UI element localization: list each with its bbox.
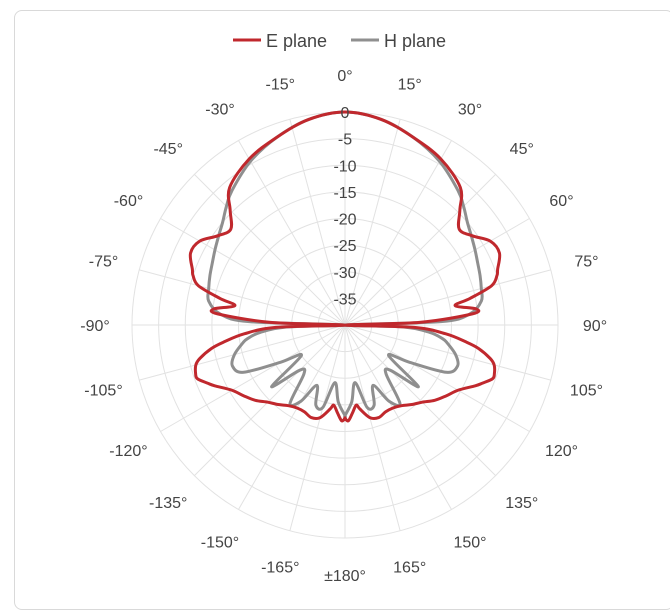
angle-tick-label: -60°: [114, 193, 144, 210]
grid-spoke: [344, 324, 496, 476]
angle-tick-label: ±180°: [324, 568, 366, 585]
grid-spoke: [139, 269, 346, 326]
legend: E plane H plane: [233, 31, 446, 51]
radial-tick-label: 0: [341, 105, 350, 122]
series-line-e-plane[interactable]: [188, 110, 502, 423]
angle-tick-label: 120°: [545, 443, 578, 460]
grid-spoke: [344, 324, 452, 510]
polar-chart: 0° 15° 30° 45° 60° 75° 90° 105° 120° 135° 150° 165°…: [80, 31, 607, 585]
grid-spoke: [344, 119, 401, 326]
angle-tick-label: -90°: [80, 318, 110, 335]
chart-card: [14, 10, 670, 610]
radial-tick-label: -25: [333, 238, 356, 255]
angle-tick-label: -30°: [205, 101, 235, 118]
angle-tick-label: -150°: [201, 535, 239, 552]
angle-tick-label: 90°: [583, 318, 607, 335]
radial-tick-label: -5: [338, 132, 352, 149]
radial-tick-label: -20: [333, 212, 356, 229]
grid-spoke: [344, 174, 496, 326]
grid-spoke: [160, 218, 346, 326]
angle-labels: 0° 15° 30° 45° 60° 75° 90° 105° 120° 135° 150° 165°…: [80, 68, 607, 585]
angle-tick-label: -120°: [109, 443, 147, 460]
grid-spoke: [344, 269, 551, 326]
angle-tick-label: -135°: [149, 495, 187, 512]
grid-spoke: [194, 174, 346, 326]
angle-tick-label: 165°: [393, 559, 426, 576]
grid-spoke: [289, 119, 346, 326]
radial-tick-label: -15: [333, 185, 356, 202]
angle-tick-label: 150°: [453, 535, 486, 552]
radial-labels: 0 -5 -10 -15 -20 -25 -30 -35: [333, 105, 356, 308]
radial-tick-label: -10: [333, 158, 356, 175]
angle-tick-label: -45°: [153, 141, 183, 158]
grid-spoke: [344, 140, 452, 326]
grid-spoke: [194, 324, 346, 476]
grid-spoke: [344, 218, 530, 326]
radial-tick-label: -30: [333, 265, 356, 282]
series-layer: [188, 110, 502, 423]
grid-spoke: [344, 324, 551, 381]
grid-spoke: [139, 324, 346, 381]
grid-spoke: [289, 324, 346, 531]
grid-spoke: [160, 324, 346, 432]
grid-spoke: [344, 324, 530, 432]
grid-spoke: [344, 324, 401, 531]
angle-tick-label: 135°: [505, 495, 538, 512]
angle-tick-label: 75°: [574, 253, 598, 270]
grid-spoke: [238, 140, 346, 326]
radial-tick-label: -35: [333, 291, 356, 308]
angle-tick-label: -15°: [266, 77, 296, 94]
angle-tick-label: 30°: [458, 101, 482, 118]
angle-tick-label: 0°: [337, 68, 352, 85]
legend-label-e-plane[interactable]: E plane: [266, 31, 327, 51]
angle-tick-label: 45°: [510, 141, 534, 158]
angle-tick-label: -105°: [84, 383, 122, 400]
angle-tick-label: 105°: [570, 383, 603, 400]
angle-tick-label: 15°: [398, 77, 422, 94]
polar-grid: [131, 111, 559, 539]
angle-tick-label: -165°: [261, 559, 299, 576]
legend-label-h-plane[interactable]: H plane: [384, 31, 446, 51]
angle-tick-label: 60°: [549, 193, 573, 210]
grid-spoke: [238, 324, 346, 510]
angle-tick-label: -75°: [89, 253, 119, 270]
